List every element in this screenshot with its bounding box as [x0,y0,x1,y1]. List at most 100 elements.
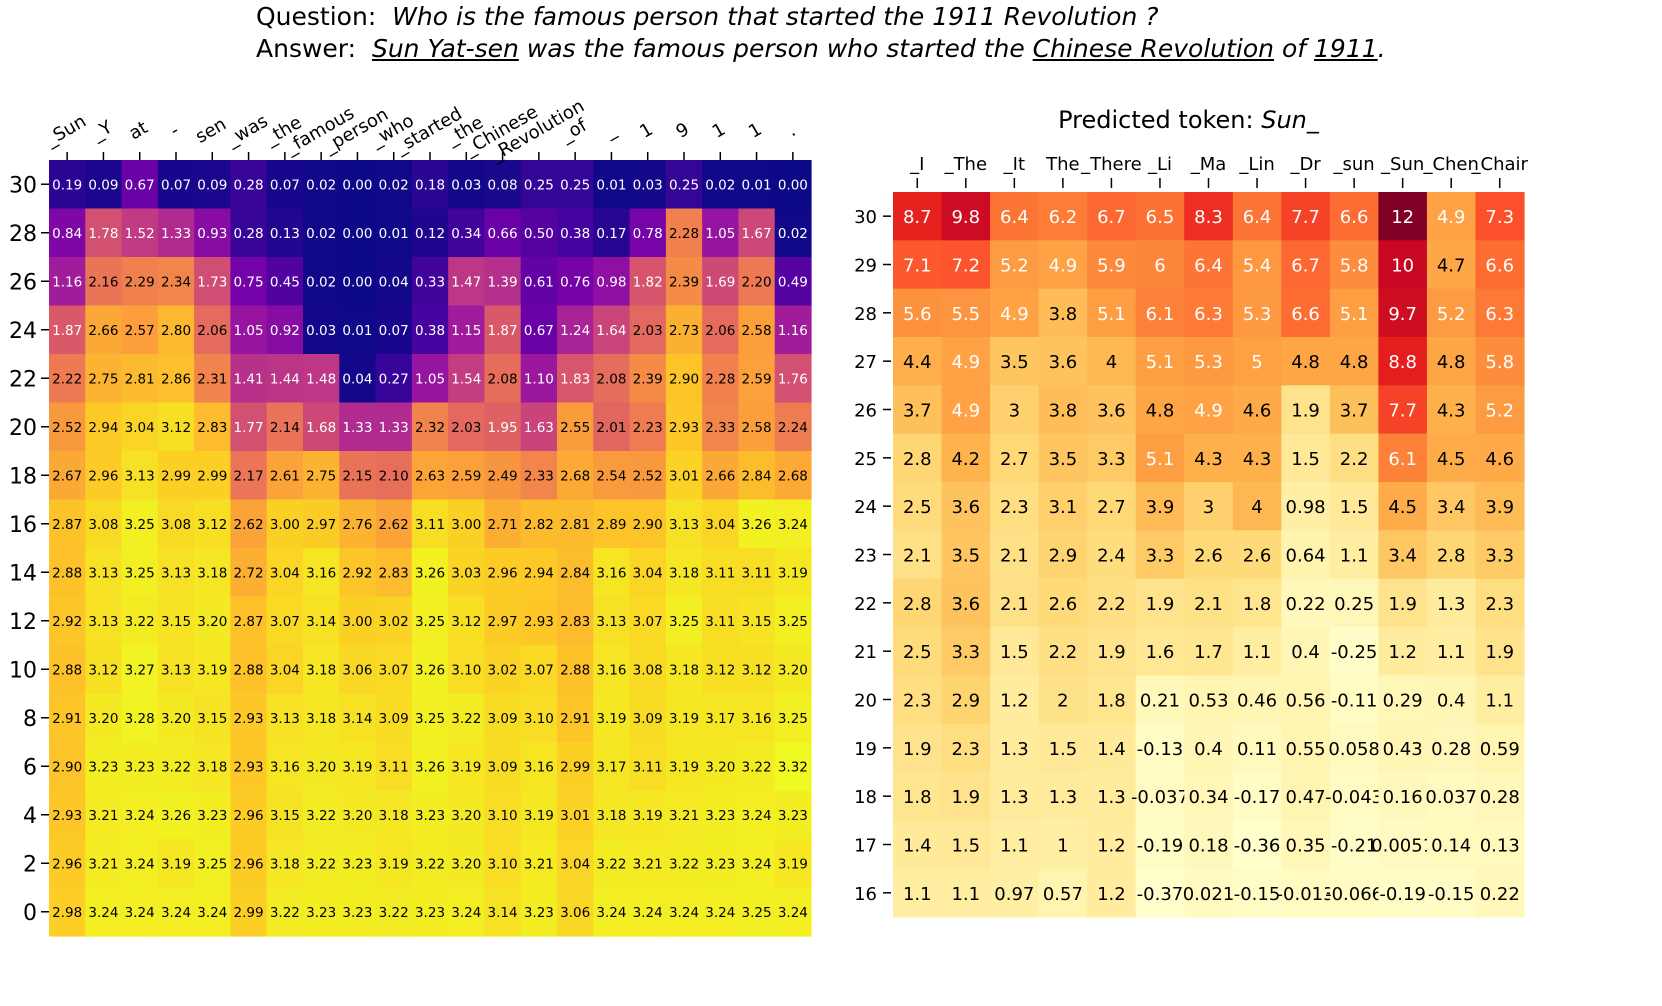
heatmap-cell [1329,530,1379,580]
cell-label: 3.7 [1340,401,1369,422]
heatmap-cell [157,402,195,452]
heatmap-cell [1232,772,1282,821]
cell-label: 6.6 [1291,304,1320,325]
cell-label: 2.54 [596,468,626,484]
heatmap-cell [1038,868,1088,918]
heatmap-cell [411,402,449,452]
y-tick-label: 12 [9,610,37,635]
cell-label: 3.5 [1049,449,1078,470]
heatmap-cell [1378,288,1428,338]
cell-label: 0.67 [125,177,155,193]
heatmap-cell [194,693,232,743]
heatmap-cell [375,645,413,695]
heatmap-cell [157,451,195,501]
cell-label: 1.3 [1000,739,1029,760]
heatmap-cell [1135,772,1185,821]
cell-label: 7.2 [951,256,980,277]
heatmap-cell [702,208,740,258]
cell-label: 0.02 [306,274,336,290]
cell-label: 3.20 [88,711,118,727]
heatmap-cell [484,160,522,210]
cell-label: 3.11 [742,565,772,581]
cell-label: 1.78 [88,226,118,242]
cell-label: 3.13 [270,711,300,727]
heatmap-cell [1378,482,1428,531]
cell-label: 3.15 [197,711,227,727]
cell-label: -0.19 [1379,884,1426,905]
cell-label: 0.01 [342,323,372,339]
cell-label: 2.96 [88,468,118,484]
heatmap-cell [593,160,631,210]
heatmap-cell [1426,482,1477,531]
cell-label: 7.3 [1485,207,1514,228]
heatmap-cell [941,723,991,773]
cell-label: 3.20 [306,759,336,775]
cell-label: 2.62 [379,517,409,533]
cell-label: 3.22 [415,856,445,872]
cell-label: 0.00 [342,274,372,290]
heatmap-cell [49,887,86,937]
cell-label: 4.9 [1437,207,1466,228]
y-tick-label: 2 [23,852,37,877]
heatmap-cell [303,742,340,792]
cell-label: 2.1 [1000,594,1029,615]
cell-label: 8.8 [1388,352,1417,373]
heatmap-cell [339,790,377,840]
heatmap-cell [194,887,232,937]
heatmap-cell [230,499,268,549]
cell-label: 0.01 [742,177,772,193]
heatmap-cell [629,742,667,792]
heatmap-cell [557,257,594,307]
heatmap-cell [339,208,377,258]
cell-label: 6 [1154,256,1165,277]
cell-label: 1.1 [1000,836,1029,857]
cell-label: 3.20 [778,662,808,678]
cell-label: 0.17 [596,226,626,242]
cell-label: 2.03 [633,323,663,339]
cell-label: 3.04 [125,420,155,436]
heatmap-cell [738,257,776,307]
cell-label: 3.19 [379,856,409,872]
heatmap-cell [85,499,123,549]
heatmap-cell [194,839,232,889]
heatmap-cell [520,887,558,937]
cell-label: 1.1 [1243,642,1272,663]
heatmap-cell [665,499,703,549]
cell-label: 3.00 [342,614,372,630]
cell-label: 0.47 [1286,787,1326,808]
cell-label: 3.24 [742,856,772,872]
heatmap-cell [1038,530,1088,580]
heatmap-cell [520,790,558,840]
x-tick-label: The [1045,154,1079,175]
heatmap-cell [557,645,594,695]
cell-label: 2.08 [596,371,626,387]
cell-label: 0.09 [88,177,118,193]
cell-label: 3.24 [742,808,772,824]
y-tick-label: 30 [9,173,37,198]
heatmap-cell [194,305,232,355]
heatmap-cell [448,160,486,210]
heatmap-cell [375,548,413,598]
cell-label: 2.29 [125,274,155,290]
y-tick-label: 25 [854,449,877,470]
cell-label: 3.22 [596,856,626,872]
heatmap-cell [375,257,413,307]
cell-label: 3.13 [669,517,699,533]
cell-label: 2.39 [669,274,699,290]
heatmap-cell [303,257,340,307]
heatmap-cell [893,627,943,676]
cell-label: 3 [1203,497,1214,518]
cell-label: 3.22 [742,759,772,775]
cell-label: 3.23 [88,759,118,775]
cell-label: 3.24 [161,905,191,921]
heatmap-cell [738,693,776,743]
cell-label: 3.25 [778,711,808,727]
cell-label: 3.7 [903,401,932,422]
heatmap-cell [1378,723,1428,773]
heatmap-cell [121,790,159,840]
heatmap-cell [266,790,304,840]
heatmap-cell [1426,820,1477,870]
heatmap-cell [49,790,86,840]
cell-label: 1.16 [52,274,82,290]
heatmap-cell [1087,192,1137,241]
